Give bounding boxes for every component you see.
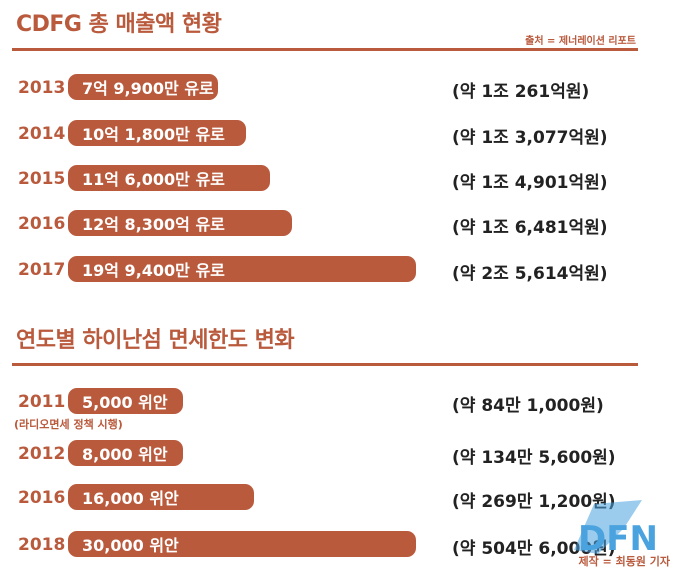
bar-value-label: 7억 9,900만 유로: [82, 79, 214, 98]
credit: 제작 = 최동원 기자: [578, 555, 670, 568]
divider: [12, 48, 638, 51]
bar: 10억 1,800만 유로: [68, 120, 246, 146]
chart-row: 2014 10억 1,800만 유로 (약 1조 3,077억원): [0, 120, 680, 150]
chart-title-sales: CDFG 총 매출액 현황: [16, 12, 222, 37]
chart-row: 2016 16,000 위안 (약 269만 1,200원): [0, 484, 680, 514]
krw-equivalent: (약 504만 6,000원): [452, 539, 616, 559]
krw-equivalent: (약 1조 261억원): [452, 82, 590, 102]
krw-equivalent: (약 1조 3,077억원): [452, 128, 608, 148]
bar: 12억 8,300억 유로: [68, 210, 292, 236]
krw-equivalent: (약 84만 1,000원): [452, 396, 604, 416]
dfn-logo: DFN: [574, 500, 658, 558]
krw-equivalent: (약 134만 5,600원): [452, 448, 616, 468]
krw-equivalent: (약 269만 1,200원): [452, 492, 616, 512]
source-note: 출처 = 제너레이션 리포트: [525, 36, 636, 47]
year-label: 2015: [18, 169, 66, 189]
year-label: 2017: [18, 260, 66, 280]
year-label: 2016: [18, 214, 66, 234]
logo-text: DFN: [578, 519, 658, 558]
chart-row: 2013 7억 9,900만 유로 (약 1조 261억원): [0, 74, 680, 104]
bar-value-label: 19억 9,400만 유로: [82, 261, 225, 280]
bar-value-label: 8,000 위안: [82, 445, 168, 464]
year-label: 2016: [18, 488, 66, 508]
bar-value-label: 30,000 위안: [82, 536, 179, 555]
bar: 11억 6,000만 유로: [68, 165, 271, 191]
krw-equivalent: (약 1조 4,901억원): [452, 173, 608, 193]
bar: 16,000 위안: [68, 484, 254, 510]
chart-row: 2016 12억 8,300억 유로 (약 1조 6,481억원): [0, 210, 680, 240]
bar: 7억 9,900만 유로: [68, 74, 218, 100]
bar-value-label: 10억 1,800만 유로: [82, 125, 225, 144]
policy-note: (라디오면세 정책 시행): [14, 418, 123, 431]
year-label: 2013: [18, 78, 66, 98]
chart-row: 2011 5,000 위안 (약 84만 1,000원): [0, 388, 680, 418]
bar-value-label: 5,000 위안: [82, 393, 168, 412]
year-label: 2011: [18, 392, 66, 412]
bar: 30,000 위안: [68, 531, 416, 557]
bar: 8,000 위안: [68, 440, 183, 466]
year-label: 2018: [18, 535, 66, 555]
divider: [12, 363, 638, 366]
chart-row: 2017 19억 9,400만 유로 (약 2조 5,614억원): [0, 256, 680, 286]
bar-value-label: 12억 8,300억 유로: [82, 215, 225, 234]
krw-equivalent: (약 1조 6,481억원): [452, 218, 608, 238]
bar-value-label: 11억 6,000만 유로: [82, 170, 225, 189]
year-label: 2012: [18, 444, 66, 464]
bar-value-label: 16,000 위안: [82, 489, 179, 508]
bar: 19억 9,400만 유로: [68, 256, 416, 282]
year-label: 2014: [18, 124, 66, 144]
chart-row: 2018 30,000 위안 (약 504만 6,000원): [0, 531, 680, 561]
bar: 5,000 위안: [68, 388, 183, 414]
chart-title-limit: 연도별 하이난섬 면세한도 변화: [16, 328, 295, 353]
chart-row: 2012 8,000 위안 (약 134만 5,600원): [0, 440, 680, 470]
chart-row: 2015 11억 6,000만 유로 (약 1조 4,901억원): [0, 165, 680, 195]
krw-equivalent: (약 2조 5,614억원): [452, 264, 608, 284]
